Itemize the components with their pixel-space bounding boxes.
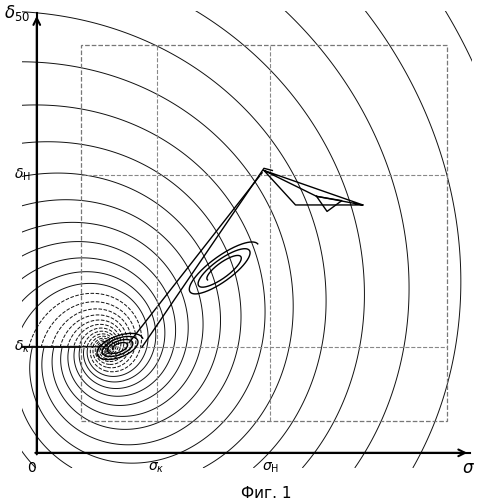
Text: $\sigma_{\kappa}$: $\sigma_{\kappa}$ — [149, 460, 165, 475]
Text: $\delta_{\kappa}$: $\delta_{\kappa}$ — [14, 339, 31, 355]
Text: Фиг. 1: Фиг. 1 — [241, 486, 291, 500]
Bar — [81, 46, 447, 420]
Text: 0: 0 — [27, 461, 36, 475]
Text: $\sigma_{\rm H}$: $\sigma_{\rm H}$ — [261, 460, 279, 475]
Text: $\delta_{50}$: $\delta_{50}$ — [4, 3, 31, 23]
Text: $\sigma$: $\sigma$ — [462, 459, 475, 477]
Text: $\delta_{\rm H}$: $\delta_{\rm H}$ — [13, 166, 31, 183]
